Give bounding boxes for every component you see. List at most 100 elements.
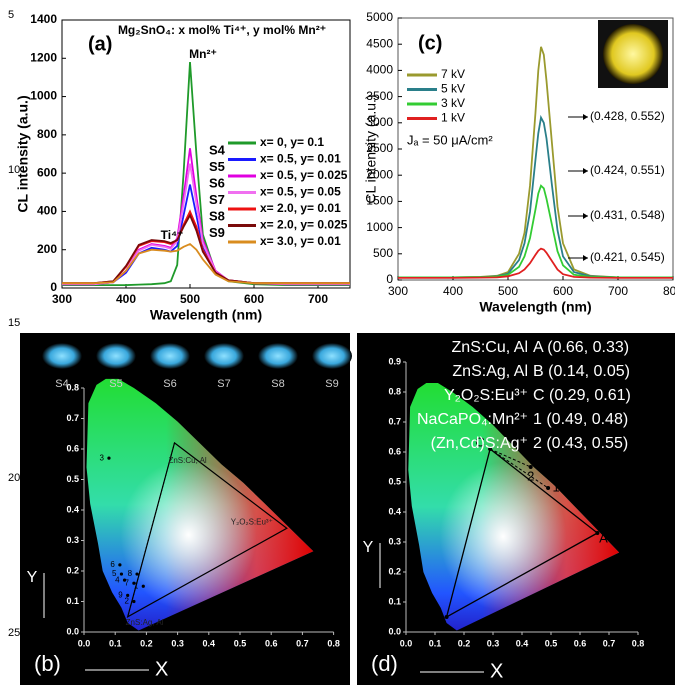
dashed-line — [489, 448, 549, 489]
legend-coordinates: A (0.66, 0.33) — [533, 339, 629, 356]
point — [595, 531, 600, 535]
legend-name: ZnS:Cu, Al — [452, 339, 528, 356]
series-line — [398, 247, 673, 279]
x-tick-label: 0.0 — [400, 638, 413, 648]
gamut-triangle — [126, 441, 288, 619]
legend-label: 1 kV — [441, 111, 465, 125]
y-tick-label: 200 — [37, 242, 57, 256]
gamut-label: Y₂O₂S:Eu³⁺ — [231, 517, 273, 526]
x-tick-label: 0.4 — [203, 638, 216, 648]
point-label: 4 — [115, 575, 120, 584]
y-tick-label: 0.4 — [66, 504, 79, 514]
point-label: 2 — [124, 597, 129, 606]
gamut-label: ZnS:Cu, Al — [168, 456, 206, 465]
y-tick-label: 4500 — [366, 36, 393, 50]
legend-coordinates: B (0.14, 0.05) — [533, 363, 630, 380]
y-tick-label: 0.9 — [388, 356, 401, 366]
legend-label: x= 0.5, y= 0.05 — [260, 185, 341, 199]
legend-label: x= 0, y= 0.1 — [260, 135, 324, 149]
x-axis-label: Wavelength (nm) — [479, 299, 591, 315]
y-tick-label: 1000 — [30, 89, 57, 103]
x-tick-label: 0.5 — [234, 638, 247, 648]
sample-label: S6 — [209, 175, 225, 190]
sample-point — [118, 563, 122, 567]
y-tick-label: 4000 — [366, 63, 393, 77]
series-line — [398, 184, 673, 279]
sample-label: S5 — [209, 159, 225, 174]
y-axis-label: Y — [363, 539, 374, 556]
x-tick-label: 0.5 — [545, 638, 558, 648]
chromaticity-locus — [408, 383, 620, 631]
x-tick-label: 0.8 — [327, 638, 340, 648]
line-number: 5 — [8, 9, 14, 21]
x-tick-label: 700 — [308, 292, 328, 306]
point-label: C — [475, 434, 484, 449]
legend-name: (Zn,Cd)S:Ag⁺ — [431, 435, 528, 452]
x-tick-label: 300 — [388, 284, 408, 298]
gamut-label: ZnS:Ag, Al — [126, 618, 164, 627]
y-axis-label: CL intensity (a.u.) — [363, 94, 379, 203]
sample-photo — [258, 343, 298, 369]
sample-point — [107, 456, 111, 460]
sample-label: S9 — [325, 378, 338, 390]
x-tick-label: 0.1 — [109, 638, 122, 648]
legend-label: x= 0.5, y= 0.025 — [260, 168, 348, 182]
sample-label: S9 — [209, 225, 225, 240]
panel-label: (a) — [88, 33, 112, 55]
y-tick-label: 0.7 — [388, 416, 401, 426]
legend-name: ZnS:Ag, Al — [452, 363, 528, 380]
y-tick-label: 0.0 — [388, 626, 401, 636]
y-tick-label: 0.2 — [388, 566, 401, 576]
sample-point — [132, 581, 136, 585]
x-tick-label: 300 — [52, 292, 72, 306]
chromaticity-locus — [86, 378, 314, 631]
point-label: B — [432, 612, 441, 627]
annotation: (0.424, 0.551) — [590, 163, 665, 177]
point-label: A — [599, 530, 608, 545]
y-tick-label: 3000 — [366, 115, 393, 129]
sample-label: S4 — [209, 142, 226, 157]
x-tick-label: 0.7 — [296, 638, 309, 648]
arrow-head — [583, 168, 588, 174]
annotation: Ti⁴⁺ — [161, 228, 184, 242]
y-tick-label: 0 — [386, 272, 393, 286]
line-number: 10 — [8, 164, 20, 176]
y-tick-label: 0.3 — [388, 536, 401, 546]
y-tick-label: 1000 — [366, 220, 393, 234]
dashed-line — [489, 448, 531, 468]
point-label: 8 — [128, 569, 133, 578]
legend-label: x= 3.0, y= 0.01 — [260, 234, 341, 248]
point-label: 1 — [134, 581, 139, 590]
sample-point — [135, 572, 139, 576]
y-tick-label: 0.5 — [388, 476, 401, 486]
y-tick-label: 1500 — [366, 194, 393, 208]
sample-photo — [204, 343, 244, 369]
sample-photo — [150, 343, 190, 369]
series-line — [62, 242, 350, 285]
x-axis-label: X — [490, 660, 503, 682]
y-tick-label: 500 — [373, 246, 393, 260]
x-tick-label: 0.0 — [78, 638, 91, 648]
x-tick-label: 400 — [443, 284, 463, 298]
x-axis-label: X — [155, 658, 168, 680]
x-tick-label: 0.6 — [574, 638, 587, 648]
legend-coordinates: 1 (0.49, 0.48) — [533, 411, 628, 428]
sample-label: S7 — [209, 192, 225, 207]
sample-label: S8 — [271, 378, 284, 390]
point — [528, 465, 533, 469]
line-number: 15 — [8, 317, 20, 329]
y-tick-label: 800 — [37, 127, 57, 141]
y-tick-label: 0.1 — [66, 596, 79, 606]
panel-label: (d) — [371, 651, 398, 676]
y-tick-label: 0.1 — [388, 596, 401, 606]
x-axis-label: Wavelength (nm) — [150, 307, 262, 323]
point — [488, 447, 493, 451]
y-tick-label: 1400 — [30, 12, 57, 26]
y-tick-label: 2000 — [366, 167, 393, 181]
y-tick-label: 1200 — [30, 50, 57, 64]
y-tick-label: 0.3 — [66, 535, 79, 545]
legend-label: x= 0.5, y= 0.01 — [260, 152, 341, 166]
annotation: (0.431, 0.548) — [590, 208, 665, 222]
x-tick-label: 600 — [553, 284, 573, 298]
